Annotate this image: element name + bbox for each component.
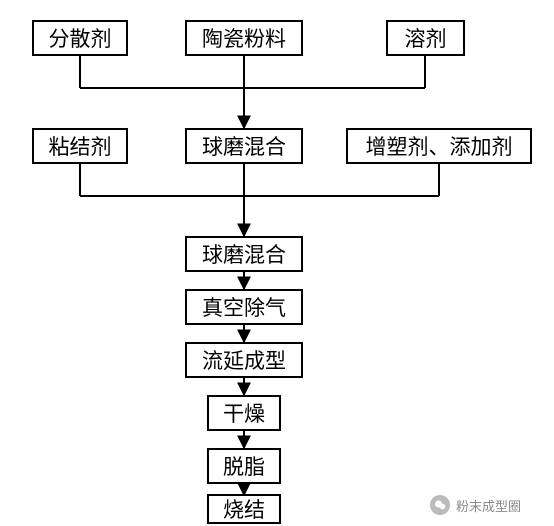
watermark-text: 粉末成型圈 (456, 496, 521, 515)
node-label: 球磨混合 (202, 239, 286, 269)
node-label: 干燥 (223, 398, 265, 428)
node-solvent: 溶剂 (386, 20, 465, 56)
watermark: 粉末成型圈 (430, 495, 521, 515)
node-binder: 粘结剂 (32, 128, 128, 164)
node-tapecast: 流延成型 (185, 342, 303, 378)
node-dry: 干燥 (207, 395, 281, 431)
node-label: 陶瓷粉料 (202, 23, 286, 53)
node-plasticizer: 增塑剂、添加剂 (346, 128, 532, 164)
node-label: 流延成型 (202, 345, 286, 375)
node-debind: 脱脂 (207, 448, 281, 484)
wechat-icon (430, 495, 450, 515)
node-dispersant: 分散剂 (32, 20, 128, 56)
node-label: 分散剂 (49, 23, 112, 53)
node-sinter: 烧结 (207, 494, 281, 524)
node-label: 真空除气 (202, 292, 286, 322)
node-ballmill2: 球磨混合 (185, 236, 303, 272)
node-ballmill1: 球磨混合 (185, 128, 303, 164)
node-label: 增塑剂、添加剂 (366, 131, 513, 161)
node-label: 溶剂 (405, 23, 447, 53)
node-label: 脱脂 (223, 451, 265, 481)
node-label: 球磨混合 (202, 131, 286, 161)
node-label: 粘结剂 (49, 131, 112, 161)
node-degas: 真空除气 (185, 289, 303, 325)
node-label: 烧结 (223, 494, 265, 524)
node-ceramic: 陶瓷粉料 (185, 20, 303, 56)
